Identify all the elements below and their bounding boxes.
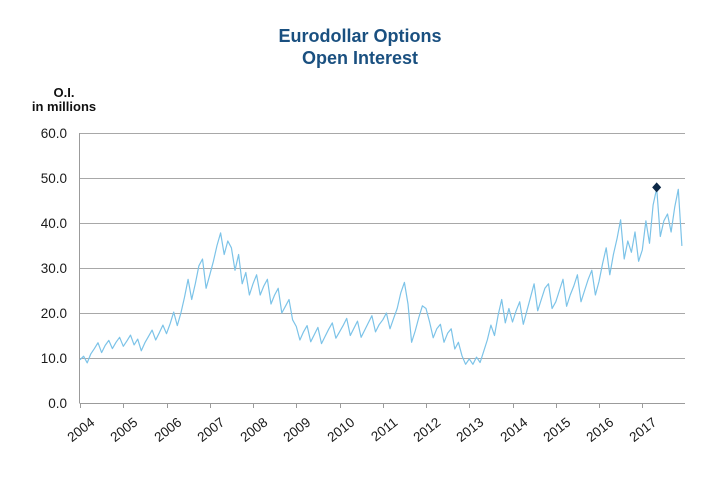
y-axis-title-line2: in millions — [31, 99, 97, 114]
chart-title-line1: Eurodollar Options — [278, 26, 442, 46]
x-tick-label: 2005 — [107, 415, 140, 445]
x-tick-label: 2016 — [583, 415, 616, 445]
x-tick-label: 2015 — [540, 415, 573, 445]
x-tick-label: 2017 — [626, 415, 659, 445]
y-tick-label: 40.0 — [41, 216, 67, 231]
highlight-marker-diamond — [652, 182, 662, 193]
x-tick-label: 2014 — [497, 414, 530, 445]
y-tick-label: 0.0 — [48, 396, 67, 411]
y-axis-title: O.I. in millions — [27, 86, 101, 114]
chart-title: Eurodollar Options Open Interest — [0, 25, 720, 69]
x-tick-label: 2011 — [368, 415, 400, 445]
y-tick-label: 50.0 — [41, 171, 67, 186]
x-tick-label: 2006 — [151, 415, 184, 445]
chart-title-line2: Open Interest — [301, 48, 419, 68]
x-tick-label: 2009 — [280, 415, 313, 445]
x-tick-label: 2007 — [194, 415, 227, 445]
y-tick-label: 60.0 — [41, 126, 67, 141]
y-tick-label: 30.0 — [41, 261, 67, 276]
y-tick-label: 20.0 — [41, 306, 67, 321]
x-tick-label: 2012 — [410, 415, 443, 445]
x-tick-label: 2008 — [237, 415, 270, 445]
y-tick-label: 10.0 — [41, 351, 67, 366]
oi-line-series — [79, 187, 683, 365]
x-tick-label: 2010 — [324, 415, 357, 445]
y-axis-title-line1: O.I. — [53, 85, 75, 100]
x-tick-label: 2004 — [64, 414, 97, 445]
x-tick-label: 2013 — [453, 415, 486, 445]
